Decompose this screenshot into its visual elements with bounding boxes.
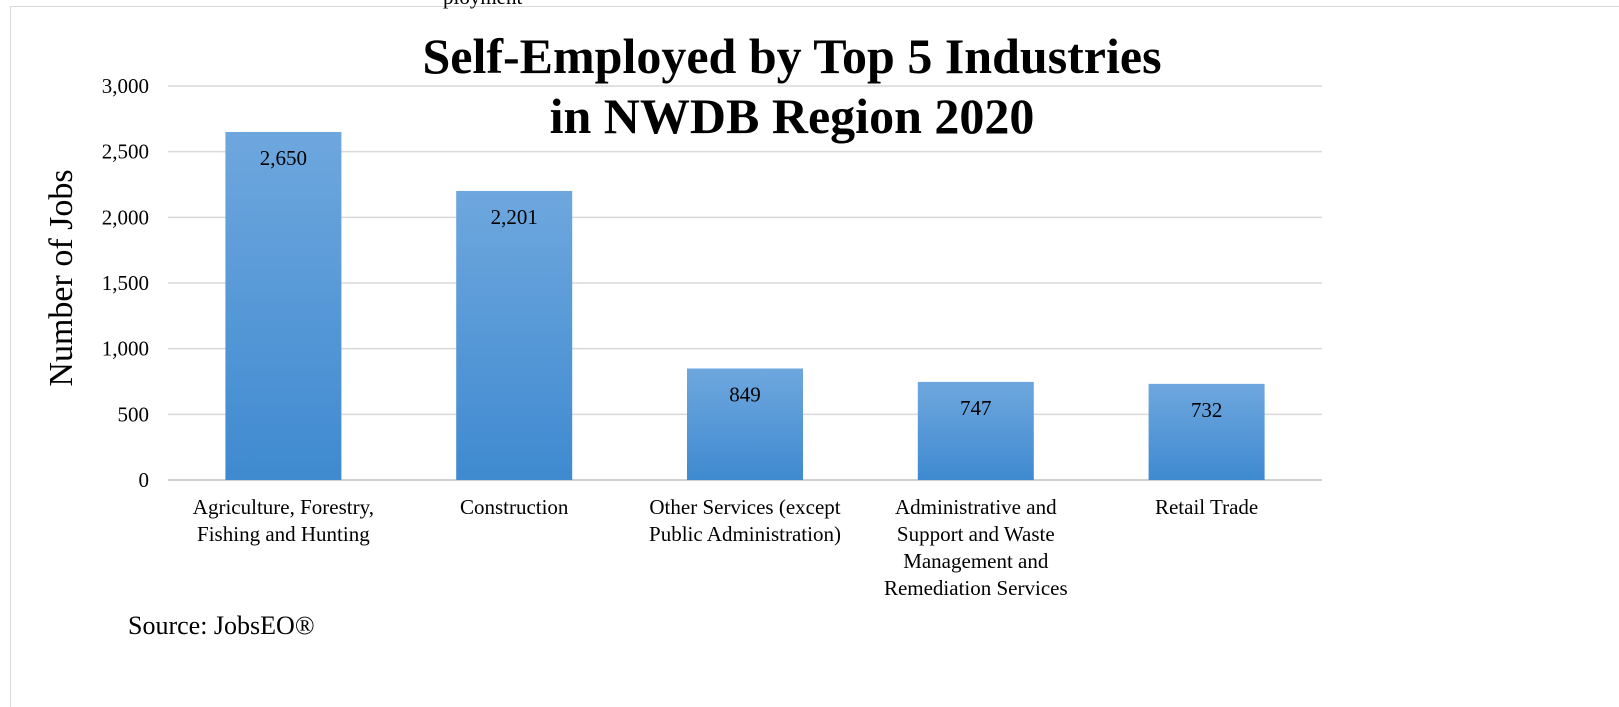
bars: [225, 131, 1265, 480]
y-axis-ticks: 0 500 1,000 1,500 2,000 2,500 3,000: [102, 74, 149, 492]
cut-off-text: ployment: [443, 0, 522, 9]
chart-title-line-2: in NWDB Region 2020: [550, 88, 1035, 144]
y-tick-label: 0: [139, 468, 150, 492]
x-category-label: Management and: [903, 549, 1049, 573]
x-category-label: Retail Trade: [1155, 495, 1258, 519]
chart-title-line-1: Self-Employed by Top 5 Industries: [422, 28, 1161, 84]
x-category-label: Remediation Services: [884, 576, 1068, 600]
y-tick-label: 2,500: [102, 140, 149, 164]
x-category-label: Fishing and Hunting: [197, 522, 370, 546]
bar: [687, 368, 803, 480]
x-axis-categories: Agriculture, Forestry, Fishing and Huntin…: [193, 495, 1258, 600]
x-category-label: Public Administration): [649, 522, 841, 546]
x-category-label: Administrative and: [895, 495, 1057, 519]
y-tick-label: 1,500: [102, 271, 149, 295]
x-category-label: Support and Waste: [897, 522, 1055, 546]
y-tick-label: 500: [118, 402, 150, 426]
bar-value-label: 849: [729, 382, 761, 406]
x-category-label: Construction: [460, 495, 569, 519]
y-tick-label: 2,000: [102, 205, 149, 229]
y-axis-label: Number of Jobs: [43, 169, 80, 386]
bar: [456, 190, 573, 480]
x-category-label: Other Services (except: [649, 495, 840, 519]
source-note: Source: JobsEO®: [128, 611, 315, 640]
data-labels: 2,650 2,201 849 747 732: [260, 146, 1223, 422]
bar: [1148, 383, 1265, 480]
bar-value-label: 747: [960, 396, 992, 420]
chart-frame: [10, 6, 1619, 707]
x-category-label: Agriculture, Forestry,: [193, 495, 374, 519]
bar: [225, 131, 342, 480]
bar-value-label: 2,201: [491, 205, 538, 229]
bar-value-label: 2,650: [260, 146, 307, 170]
bar: [917, 381, 1034, 480]
bar-value-label: 732: [1191, 398, 1223, 422]
y-tick-label: 1,000: [102, 337, 149, 361]
y-tick-label: 3,000: [102, 74, 149, 98]
